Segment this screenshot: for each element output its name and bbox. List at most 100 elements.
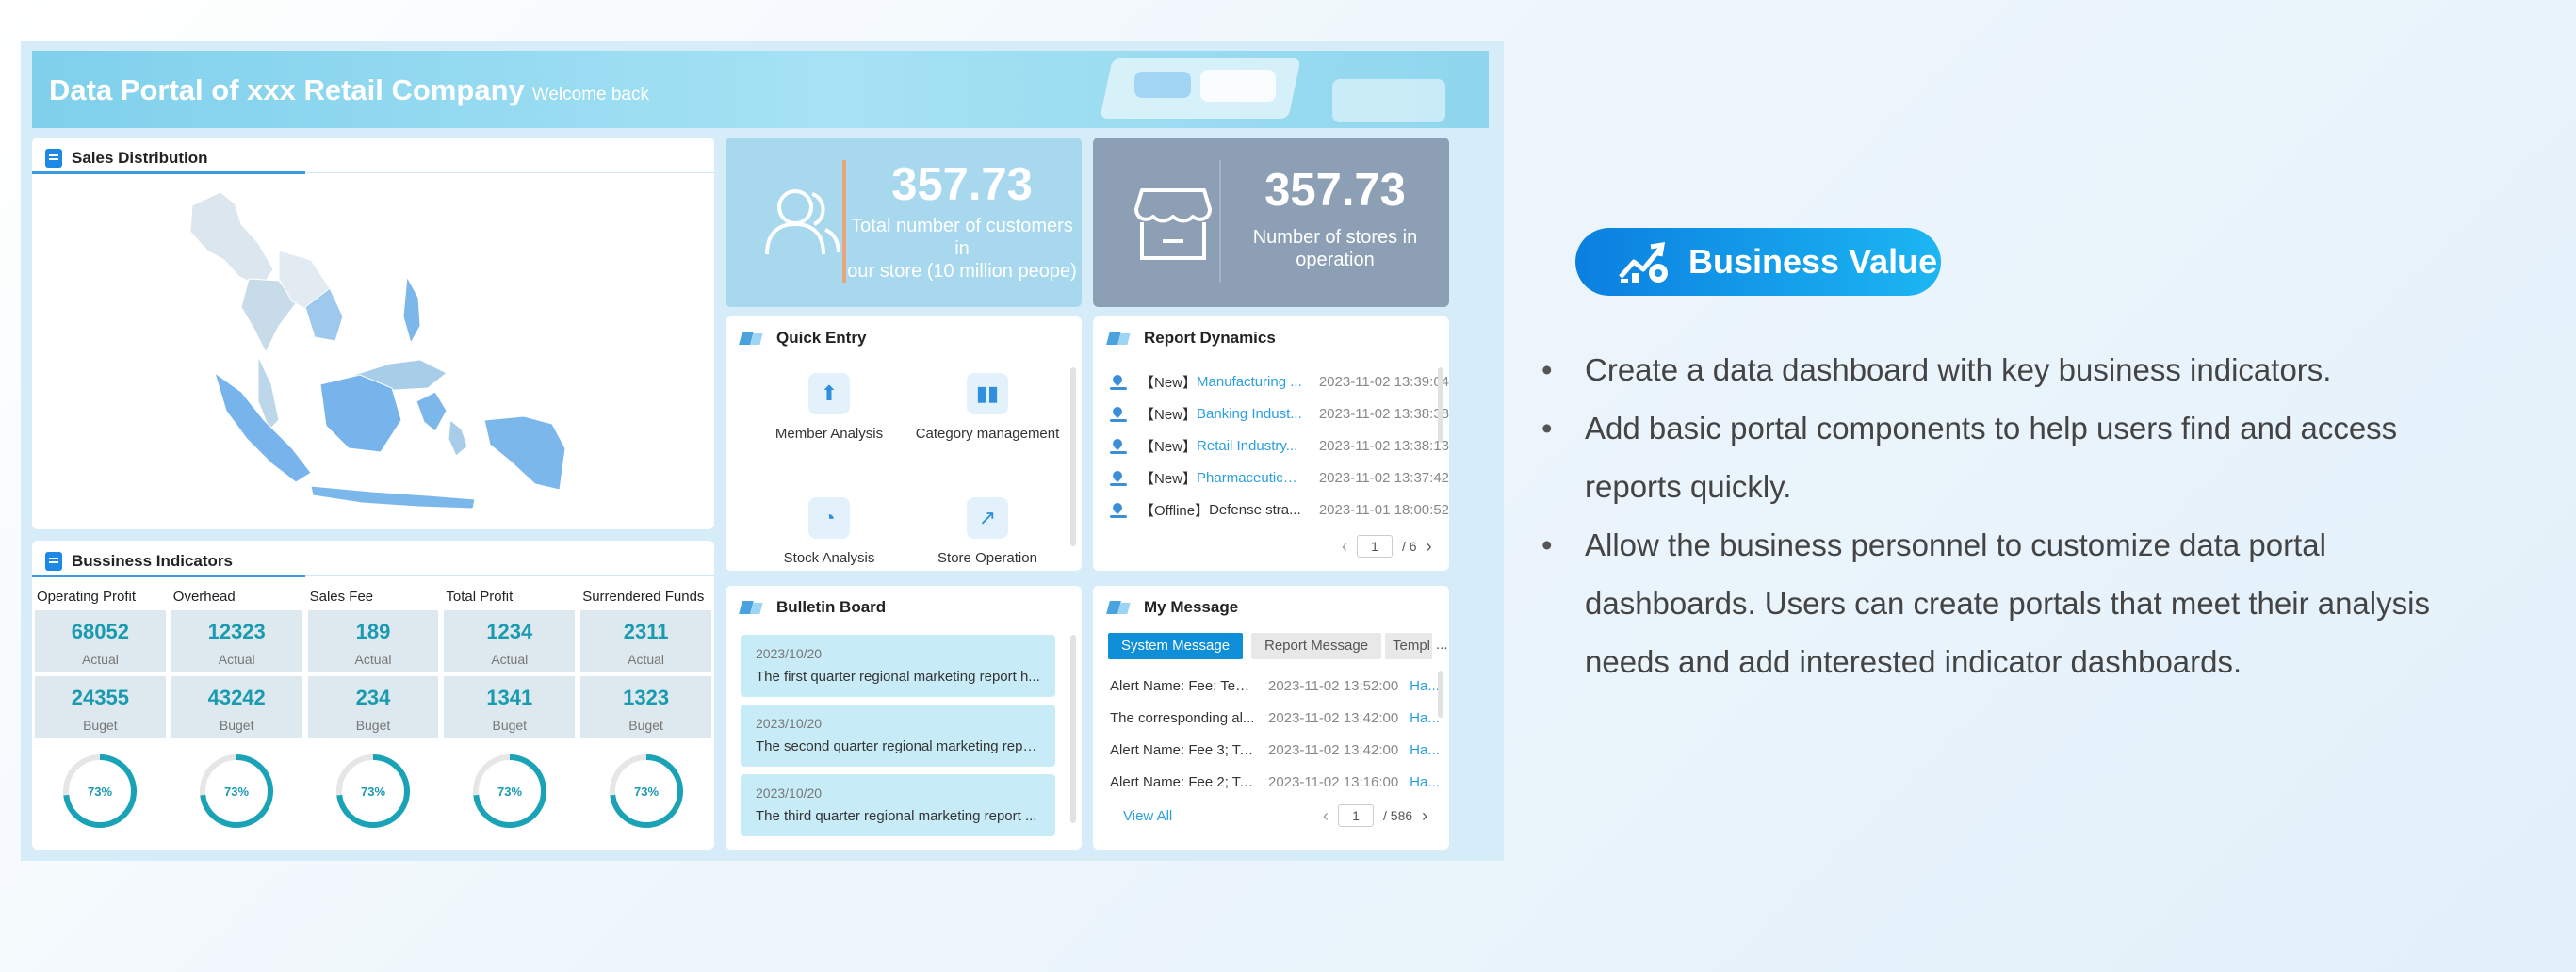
scrollbar[interactable] — [1438, 367, 1443, 443]
prev-page-icon[interactable]: ‹ — [1342, 536, 1347, 556]
message-row[interactable]: Alert Name: Fee 2; Te... 2023-11-02 13:16… — [1110, 772, 1449, 791]
indicator-name: Total Profit — [446, 589, 514, 605]
more-tabs-button[interactable]: ... — [1436, 637, 1448, 653]
kpi-label-line: Number of stores in — [1252, 227, 1418, 248]
budget-cell[interactable]: 234 Buget — [307, 676, 439, 738]
report-name[interactable]: Retail Industry... — [1197, 437, 1298, 454]
prev-page-icon[interactable]: ‹ — [1323, 805, 1329, 825]
sales-distribution-panel: Sales Distribution — [32, 138, 714, 529]
message-row[interactable]: The corresponding al... 2023-11-02 13:42:… — [1110, 708, 1449, 727]
budget-cell[interactable]: 1323 Buget — [580, 676, 711, 738]
budget-label: Buget — [628, 718, 663, 733]
title-divider — [32, 172, 714, 173]
report-name[interactable]: Defense stra... — [1209, 501, 1301, 518]
budget-cell[interactable]: 24355 Buget — [35, 676, 166, 738]
scrollbar[interactable] — [1070, 635, 1076, 823]
clipboard-icon — [45, 552, 62, 571]
actual-cell[interactable]: 12323 Actual — [171, 610, 302, 672]
handle-link[interactable]: Ha... — [1410, 709, 1440, 726]
completion-gauge: 73% — [335, 754, 410, 828]
bulletin-item[interactable]: 2023/10/20 The first quarter regional mar… — [741, 635, 1055, 697]
gauge-label: 73% — [497, 785, 522, 799]
quick-entry-store-operation[interactable]: ↗ Store Operation — [912, 497, 1063, 566]
report-name[interactable]: Banking Indust... — [1197, 405, 1302, 422]
report-row[interactable]: 【New】 Pharmaceutical... 2023-11-02 13:37:4… — [1110, 467, 1449, 488]
report-time: 2023-11-02 13:37:42 — [1318, 469, 1449, 486]
bullet-item: Allow the business personnel to customiz… — [1541, 516, 2503, 691]
location-pin-icon — [1110, 405, 1127, 422]
handle-link[interactable]: Ha... — [1410, 773, 1440, 790]
indicator-column: Total Profit 1234 Actual 1341 Buget 73% — [441, 584, 578, 831]
handle-link[interactable]: Ha... — [1410, 677, 1440, 694]
report-row[interactable]: 【New】 Banking Indust... 2023-11-02 13:38:3… — [1110, 403, 1449, 424]
tab-system-message[interactable]: System Message — [1108, 633, 1244, 659]
actual-value: 189 — [355, 620, 391, 643]
budget-value: 43242 — [207, 686, 266, 709]
next-page-icon[interactable]: › — [1422, 805, 1428, 825]
bulletin-item[interactable]: 2023/10/20 The second quarter regional ma… — [741, 705, 1055, 767]
page-total: / 6 — [1402, 539, 1417, 554]
actual-cell[interactable]: 2311 Actual — [580, 610, 711, 672]
kpi-stores-card[interactable]: 357.73 Number of stores in operation — [1093, 138, 1449, 307]
bulletin-item[interactable]: 2023/10/20 The third quarter regional mar… — [741, 774, 1055, 836]
completion-gauge: 73% — [472, 754, 546, 828]
budget-cell[interactable]: 43242 Buget — [171, 676, 302, 738]
business-indicators-title: Bussiness Indicators — [45, 552, 233, 571]
bar-chart-icon: ▮▮ — [967, 373, 1008, 414]
report-tag: 【New】 — [1140, 374, 1198, 391]
kpi-divider — [1219, 160, 1221, 283]
message-time: 2023-11-02 13:42:00 — [1268, 709, 1399, 726]
message-row[interactable]: Alert Name: Fee; Tem... 2023-11-02 13:52:… — [1110, 676, 1449, 695]
section-icon — [1106, 328, 1134, 348]
location-pin-icon — [1110, 437, 1127, 454]
scrollbar[interactable] — [1438, 671, 1443, 718]
report-name[interactable]: Pharmaceutical... — [1197, 469, 1303, 486]
banner-table-card — [1200, 70, 1276, 102]
bulletin-text: The third quarter regional marketing rep… — [756, 808, 1037, 824]
quick-entry-label: Stock Analysis — [783, 550, 875, 566]
message-name: Alert Name: Fee; Tem... — [1110, 677, 1257, 694]
report-row[interactable]: 【New】 Manufacturing ... 2023-11-02 13:39:0… — [1110, 371, 1449, 392]
kpi-customers-card[interactable]: 357.73 Total number of customers in our st… — [726, 138, 1082, 307]
completion-gauge: 73% — [200, 754, 274, 828]
page-input[interactable]: 1 — [1357, 535, 1393, 558]
report-tag: 【New】 — [1140, 406, 1198, 423]
scrollbar[interactable] — [1070, 367, 1076, 546]
banner-bar-card — [1332, 79, 1445, 122]
actual-cell[interactable]: 68052 Actual — [35, 610, 166, 672]
report-name[interactable]: Manufacturing ... — [1197, 373, 1302, 390]
actual-value: 1234 — [486, 620, 533, 643]
report-row[interactable]: 【Offline】 Defense stra... 2023-11-01 18:00… — [1110, 499, 1449, 520]
portal-banner: Data Portal of xxx Retail Company Welcome… — [32, 51, 1489, 128]
business-value-badge: Business Value — [1575, 228, 1941, 296]
bullet-item: Add basic portal components to help user… — [1541, 399, 2503, 516]
tab-report-message[interactable]: Report Message — [1251, 633, 1382, 659]
gauge-label: 73% — [88, 785, 112, 799]
actual-cell[interactable]: 1234 Actual — [444, 610, 576, 672]
completion-gauge: 73% — [609, 754, 683, 828]
quick-entry-stock-analysis[interactable]: ◔ Stock Analysis — [754, 497, 905, 566]
kpi-value: 357.73 — [1264, 165, 1406, 216]
business-value-label: Business Value — [1688, 242, 1938, 281]
quick-entry-category-management[interactable]: ▮▮ Category management — [912, 373, 1063, 442]
actual-cell[interactable]: 189 Actual — [307, 610, 439, 672]
next-page-icon[interactable]: › — [1426, 536, 1432, 556]
portal-title: Data Portal of xxx Retail Company Welcome… — [49, 73, 650, 106]
business-value-list: Create a data dashboard with key busines… — [1541, 341, 2503, 691]
southeast-asia-map[interactable] — [32, 138, 714, 529]
bulletin-date: 2023/10/20 — [756, 786, 823, 801]
location-pin-icon — [1110, 469, 1127, 486]
tab-template[interactable]: Templ — [1385, 633, 1432, 659]
actual-value: 2311 — [623, 620, 669, 643]
report-row[interactable]: 【New】 Retail Industry... 2023-11-02 13:38:… — [1110, 435, 1449, 456]
quick-entry-title: Quick Entry — [739, 328, 866, 348]
actual-label: Actual — [81, 652, 119, 667]
page-input[interactable]: 1 — [1338, 804, 1374, 827]
budget-cell[interactable]: 1341 Buget — [444, 676, 576, 738]
view-all-link[interactable]: View All — [1123, 808, 1173, 824]
handle-link[interactable]: Ha... — [1410, 741, 1440, 758]
message-row[interactable]: Alert Name: Fee 3; Te... 2023-11-02 13:42… — [1110, 740, 1449, 759]
quick-entry-member-analysis[interactable]: ⬆ Member Analysis — [754, 373, 905, 442]
banner-chart-card — [1134, 72, 1191, 98]
report-time: 2023-11-02 13:38:13 — [1318, 437, 1449, 454]
